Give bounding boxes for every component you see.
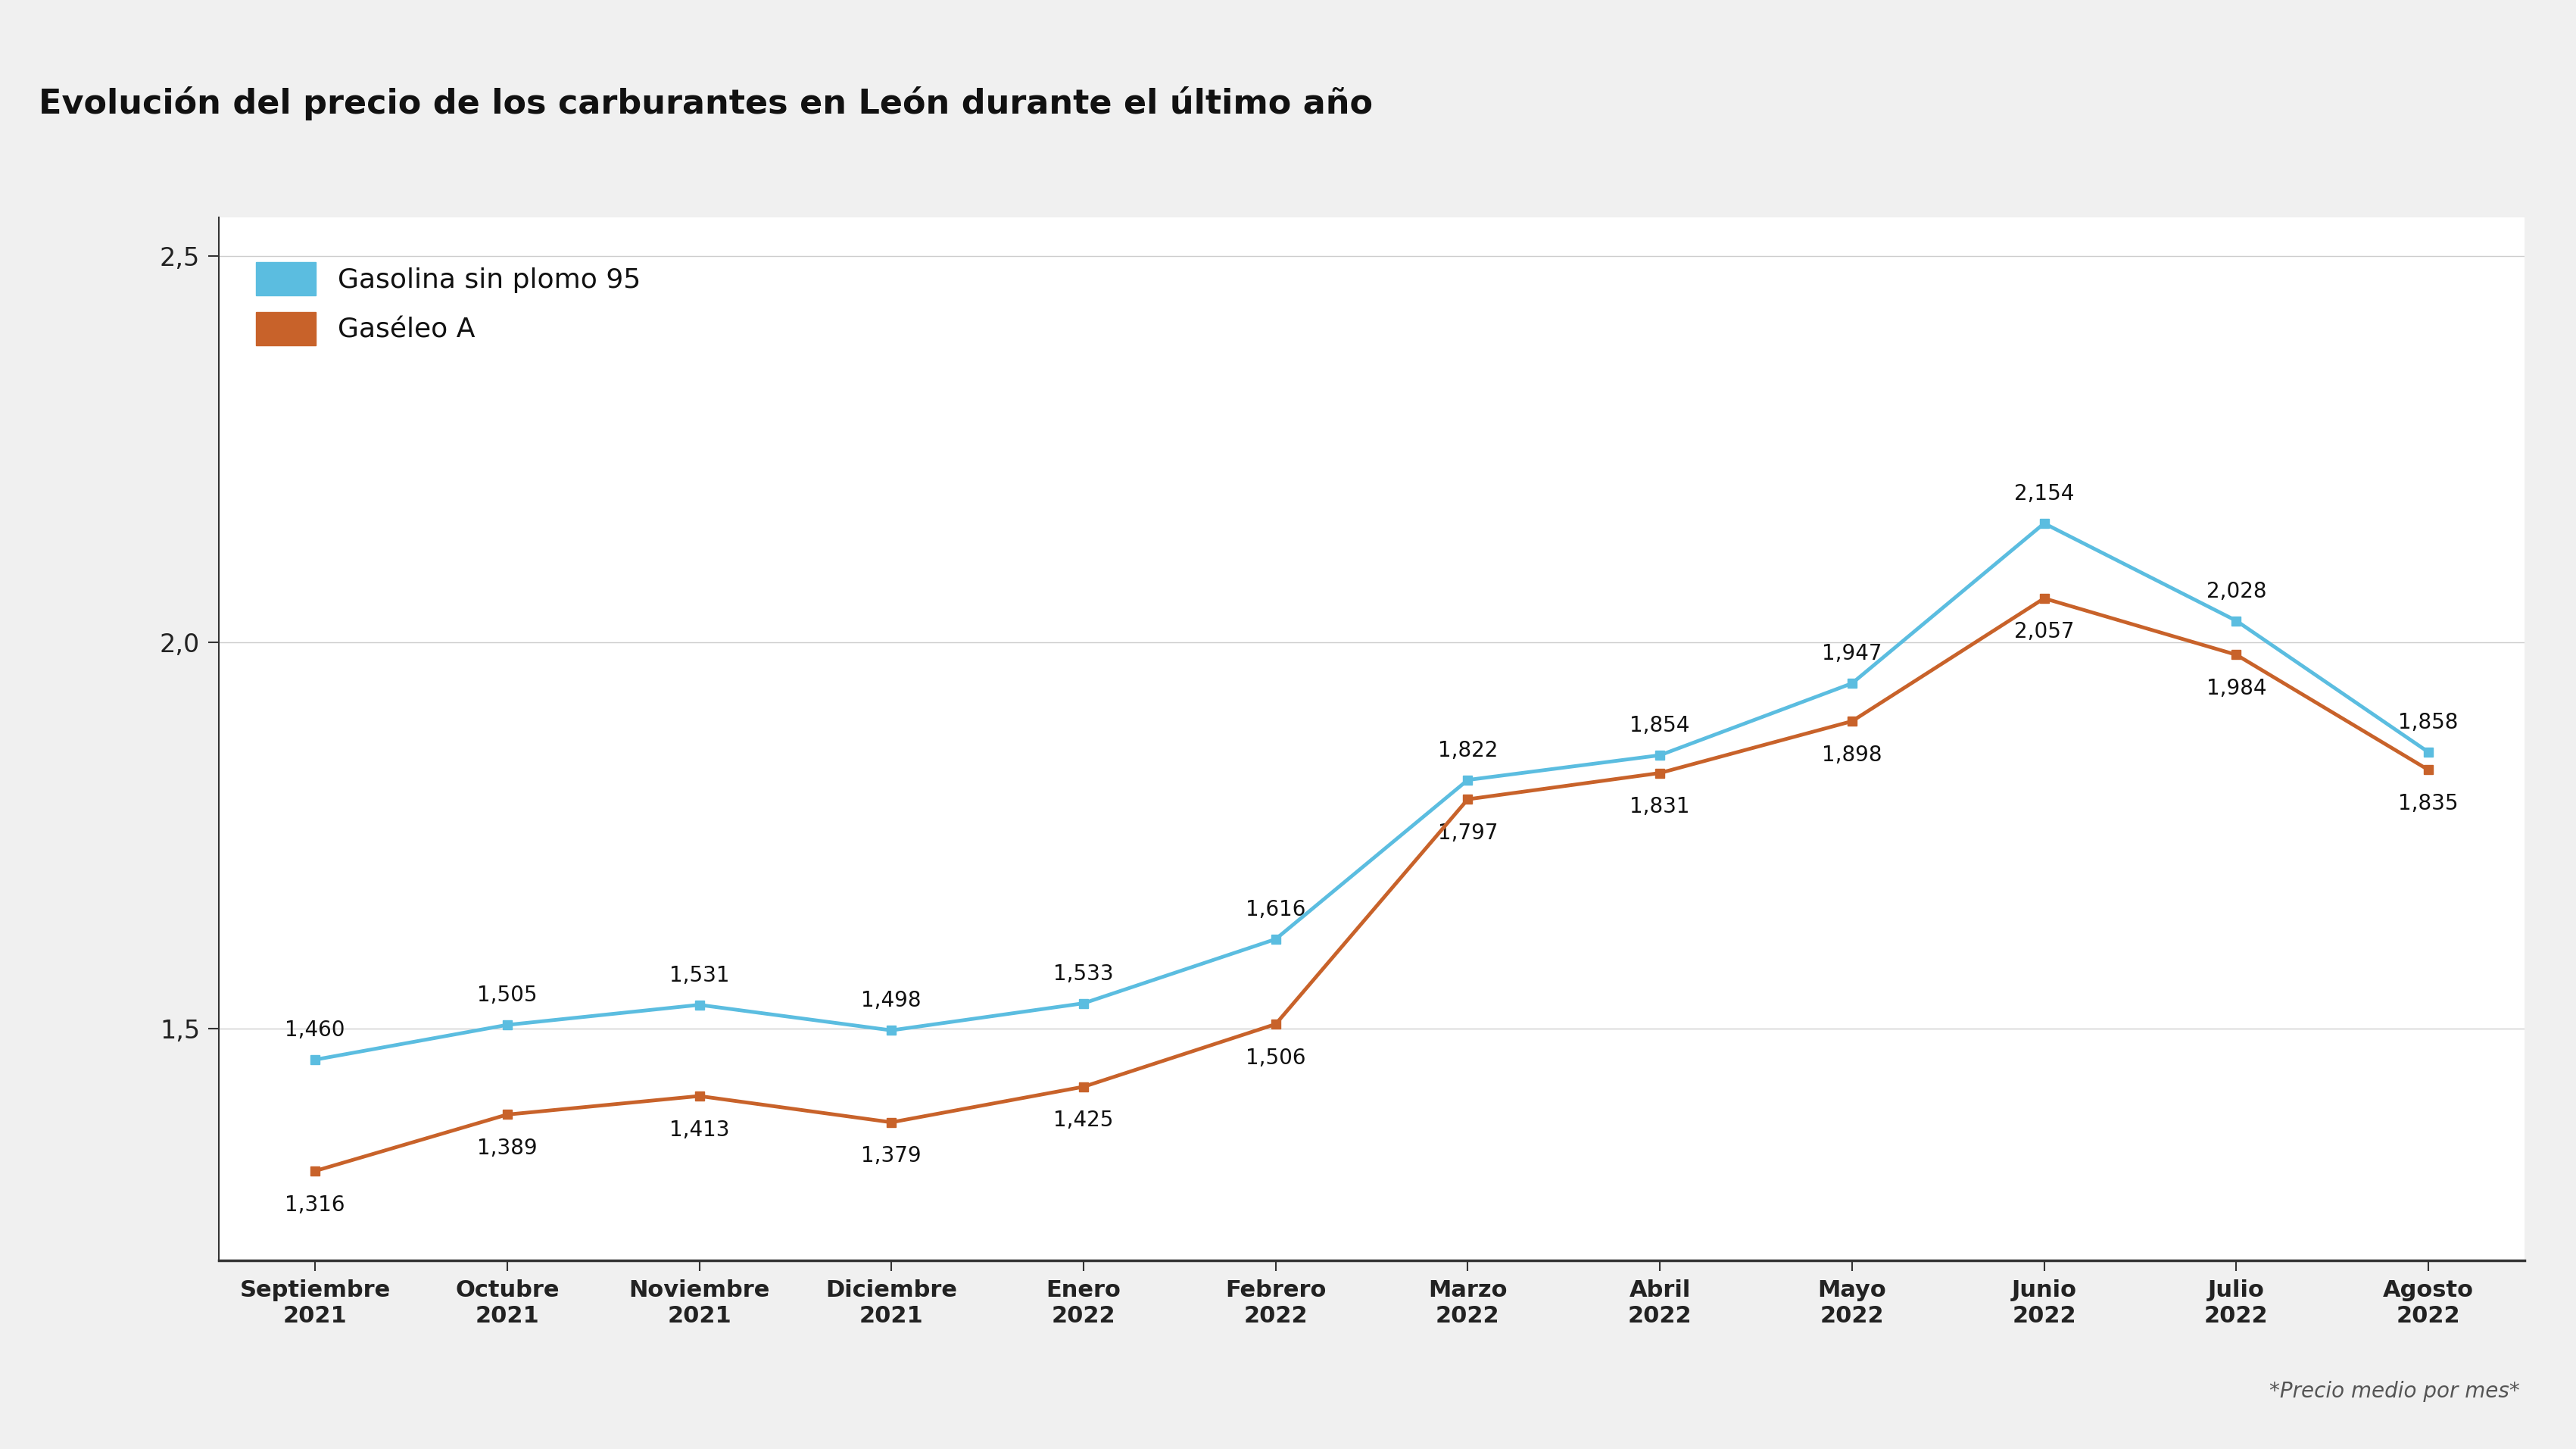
Text: 1,947: 1,947 (1821, 643, 1883, 665)
Text: 1,425: 1,425 (1054, 1110, 1113, 1132)
Text: 2,154: 2,154 (2014, 483, 2074, 504)
Text: 1,460: 1,460 (286, 1020, 345, 1040)
Text: 1,831: 1,831 (1631, 796, 1690, 817)
Text: 1,533: 1,533 (1054, 964, 1113, 984)
Text: *Precio medio por mes*: *Precio medio por mes* (2269, 1381, 2519, 1401)
Text: 1,498: 1,498 (860, 990, 922, 1011)
Text: 1,389: 1,389 (477, 1137, 538, 1159)
Text: 1,616: 1,616 (1247, 898, 1306, 920)
Text: 2,057: 2,057 (2014, 622, 2074, 643)
Text: 1,984: 1,984 (2205, 678, 2267, 698)
Text: Evolución del precio de los carburantes en León durante el último año: Evolución del precio de los carburantes … (39, 87, 1373, 120)
Text: 1,835: 1,835 (2398, 793, 2458, 814)
Text: 2,028: 2,028 (2205, 581, 2267, 601)
Text: 1,858: 1,858 (2398, 711, 2458, 733)
Text: 1,898: 1,898 (1821, 745, 1883, 765)
Text: 1,413: 1,413 (670, 1119, 729, 1140)
Text: 1,854: 1,854 (1631, 714, 1690, 736)
Text: 1,316: 1,316 (286, 1194, 345, 1216)
Text: 1,506: 1,506 (1247, 1048, 1306, 1068)
Text: 1,505: 1,505 (477, 985, 538, 1006)
Text: 1,531: 1,531 (670, 965, 729, 985)
Text: 1,822: 1,822 (1437, 740, 1497, 761)
Legend: Gasolina sin plomo 95, Gaséleo A: Gasolina sin plomo 95, Gaséleo A (255, 262, 641, 345)
Text: 1,379: 1,379 (860, 1146, 922, 1166)
Text: 1,797: 1,797 (1437, 823, 1497, 843)
